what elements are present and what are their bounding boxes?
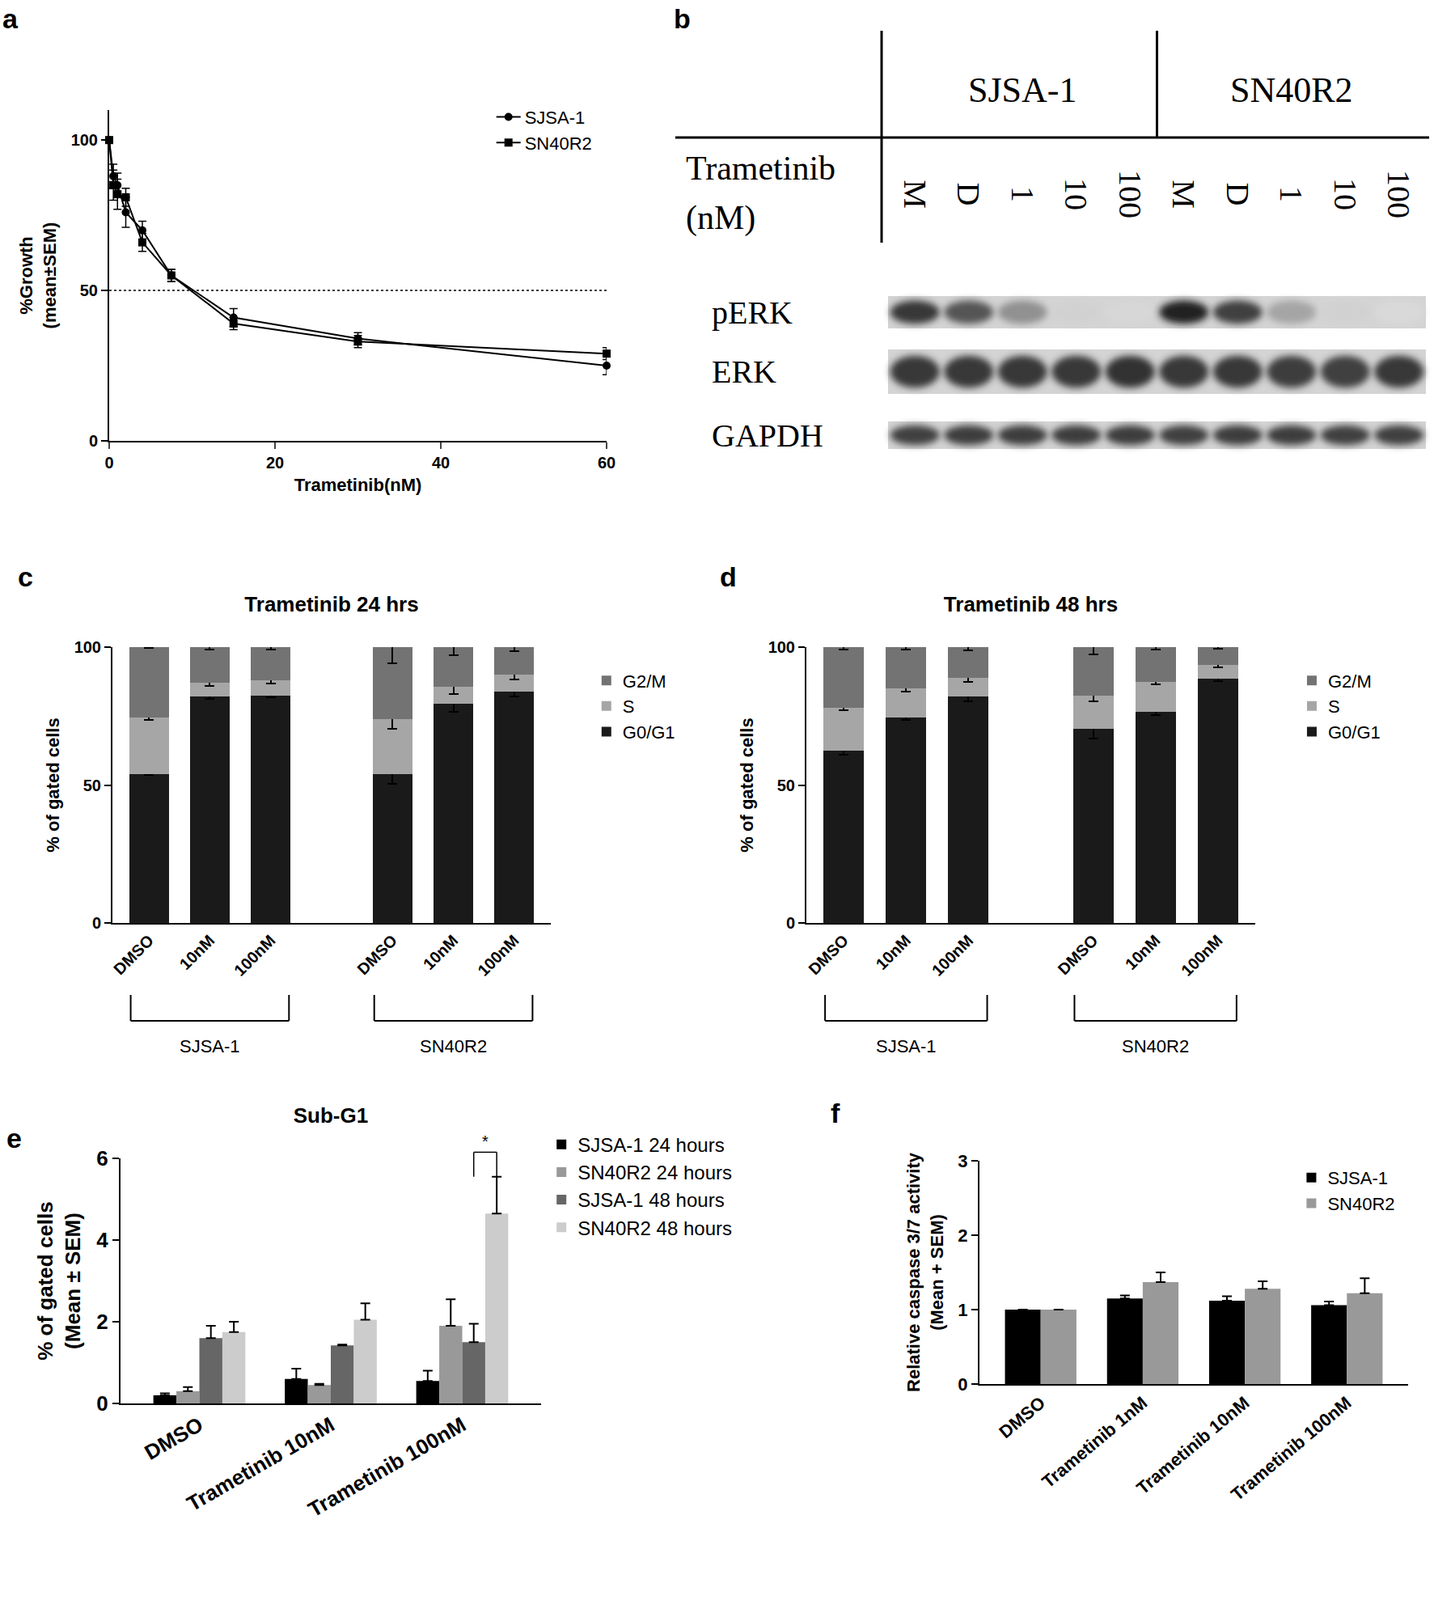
svg-text:SJSA-1: SJSA-1	[875, 1036, 937, 1057]
svg-text:100nM: 100nM	[230, 930, 280, 980]
svg-text:10nM: 10nM	[419, 930, 462, 973]
svg-text:SN40R2 48 hours: SN40R2 48 hours	[577, 1217, 732, 1240]
svg-text:10nM: 10nM	[176, 930, 219, 973]
svg-text:Trametinib(nM): Trametinib(nM)	[294, 474, 423, 495]
svg-text:*: *	[482, 1132, 489, 1151]
svg-text:10nM: 10nM	[1121, 930, 1164, 973]
svg-text:DMSO: DMSO	[994, 1392, 1050, 1443]
svg-text:DMSO: DMSO	[109, 930, 157, 978]
svg-text:1: 1	[1273, 186, 1310, 203]
svg-text:0: 0	[92, 913, 102, 932]
svg-text:0: 0	[88, 431, 98, 450]
svg-text:100: 100	[1112, 169, 1149, 219]
svg-text:Relative caspase 3/7 activity(: Relative caspase 3/7 activity(Mean + SEM…	[903, 1151, 948, 1392]
svg-text:0: 0	[957, 1374, 968, 1395]
svg-text:100: 100	[768, 638, 796, 656]
svg-text:GAPDH: GAPDH	[711, 417, 824, 454]
svg-text:1: 1	[957, 1299, 968, 1320]
svg-text:50: 50	[777, 776, 796, 795]
svg-text:SJSA-1: SJSA-1	[968, 70, 1078, 110]
svg-text:10nM: 10nM	[872, 930, 915, 973]
svg-text:1: 1	[1004, 186, 1041, 203]
html-text:e: e	[6, 1122, 22, 1154]
svg-text:Trametinib: Trametinib	[685, 149, 836, 187]
svg-text:3: 3	[957, 1150, 968, 1172]
svg-text:Trametinib 10nM: Trametinib 10nM	[182, 1412, 339, 1517]
svg-text:G2/M: G2/M	[1328, 671, 1372, 692]
svg-text:SN40R2: SN40R2	[419, 1036, 487, 1057]
svg-text:G0/G1: G0/G1	[1328, 722, 1381, 743]
svg-text:SJSA-1: SJSA-1	[1327, 1167, 1388, 1189]
svg-text:SN40R2: SN40R2	[1230, 70, 1354, 110]
svg-text:Trametinib 24 hrs: Trametinib 24 hrs	[244, 592, 419, 617]
svg-text:Trametinib 48 hrs: Trametinib 48 hrs	[943, 592, 1118, 617]
svg-text:Trametinib 100nM: Trametinib 100nM	[304, 1412, 470, 1523]
svg-text:100nM: 100nM	[928, 930, 978, 980]
svg-text:S: S	[622, 696, 635, 717]
svg-text:SJSA-1 24 hours: SJSA-1 24 hours	[577, 1133, 724, 1156]
svg-text:G2/M: G2/M	[622, 671, 667, 692]
svg-text:100nM: 100nM	[1177, 930, 1227, 980]
svg-text:40: 40	[431, 453, 450, 472]
html-text:a: a	[2, 3, 18, 34]
svg-text:D: D	[1219, 182, 1257, 207]
svg-text:% of gated cells: % of gated cells	[736, 717, 758, 852]
svg-text:Trametinib 10nM: Trametinib 10nM	[1132, 1392, 1253, 1499]
svg-text:10: 10	[1327, 177, 1364, 211]
svg-text:DMSO: DMSO	[804, 930, 852, 978]
svg-text:Trametinib 1nM: Trametinib 1nM	[1038, 1392, 1152, 1493]
svg-text:0: 0	[96, 1391, 108, 1416]
svg-text:0: 0	[104, 453, 114, 472]
svg-text:2: 2	[96, 1309, 108, 1334]
svg-text:20: 20	[266, 453, 284, 472]
svg-text:50: 50	[80, 281, 98, 300]
svg-text:DMSO: DMSO	[139, 1412, 208, 1465]
svg-text:50: 50	[83, 776, 102, 795]
svg-text:pERK: pERK	[711, 294, 793, 331]
svg-text:SJSA-1 48 hours: SJSA-1 48 hours	[577, 1188, 724, 1211]
svg-text:Sub-G1: Sub-G1	[293, 1103, 369, 1128]
svg-text:DMSO: DMSO	[353, 930, 401, 978]
svg-text:% of gated cells: % of gated cells	[42, 717, 64, 852]
svg-text:6: 6	[96, 1146, 108, 1171]
html-text:c: c	[17, 561, 34, 593]
svg-text:100: 100	[74, 638, 102, 656]
html-text:f: f	[830, 1097, 840, 1129]
svg-text:SN40R2: SN40R2	[1327, 1193, 1395, 1215]
html-text:d: d	[719, 561, 737, 593]
svg-text:100: 100	[1380, 169, 1418, 219]
svg-text:(nM): (nM)	[685, 198, 756, 237]
svg-text:0: 0	[786, 913, 796, 932]
svg-text:ERK: ERK	[711, 353, 777, 390]
svg-text:4: 4	[96, 1227, 109, 1253]
svg-text:SJSA-1: SJSA-1	[524, 107, 586, 128]
svg-text:10: 10	[1057, 177, 1095, 211]
svg-text:SJSA-1: SJSA-1	[179, 1036, 241, 1057]
svg-text:100nM: 100nM	[473, 930, 523, 980]
svg-text:SN40R2: SN40R2	[524, 133, 593, 154]
svg-text:60: 60	[597, 453, 616, 472]
svg-text:DMSO: DMSO	[1053, 930, 1101, 978]
svg-text:G0/G1: G0/G1	[622, 722, 676, 743]
svg-text:SN40R2 24 hours: SN40R2 24 hours	[577, 1161, 732, 1184]
html-text:b: b	[673, 3, 691, 34]
svg-text:Trametinib 100nM: Trametinib 100nM	[1226, 1392, 1355, 1506]
svg-text:SN40R2: SN40R2	[1121, 1036, 1189, 1057]
svg-text:100: 100	[71, 131, 98, 149]
svg-text:M: M	[896, 179, 934, 209]
svg-text:2: 2	[957, 1225, 968, 1246]
svg-text:S: S	[1328, 696, 1341, 717]
svg-text:D: D	[950, 182, 987, 207]
svg-text:%Growth(mean±SEM): %Growth(mean±SEM)	[16, 222, 60, 330]
svg-text:M: M	[1165, 179, 1202, 209]
svg-text:% of gated cells(Mean ± SEM): % of gated cells(Mean ± SEM)	[33, 1201, 85, 1361]
